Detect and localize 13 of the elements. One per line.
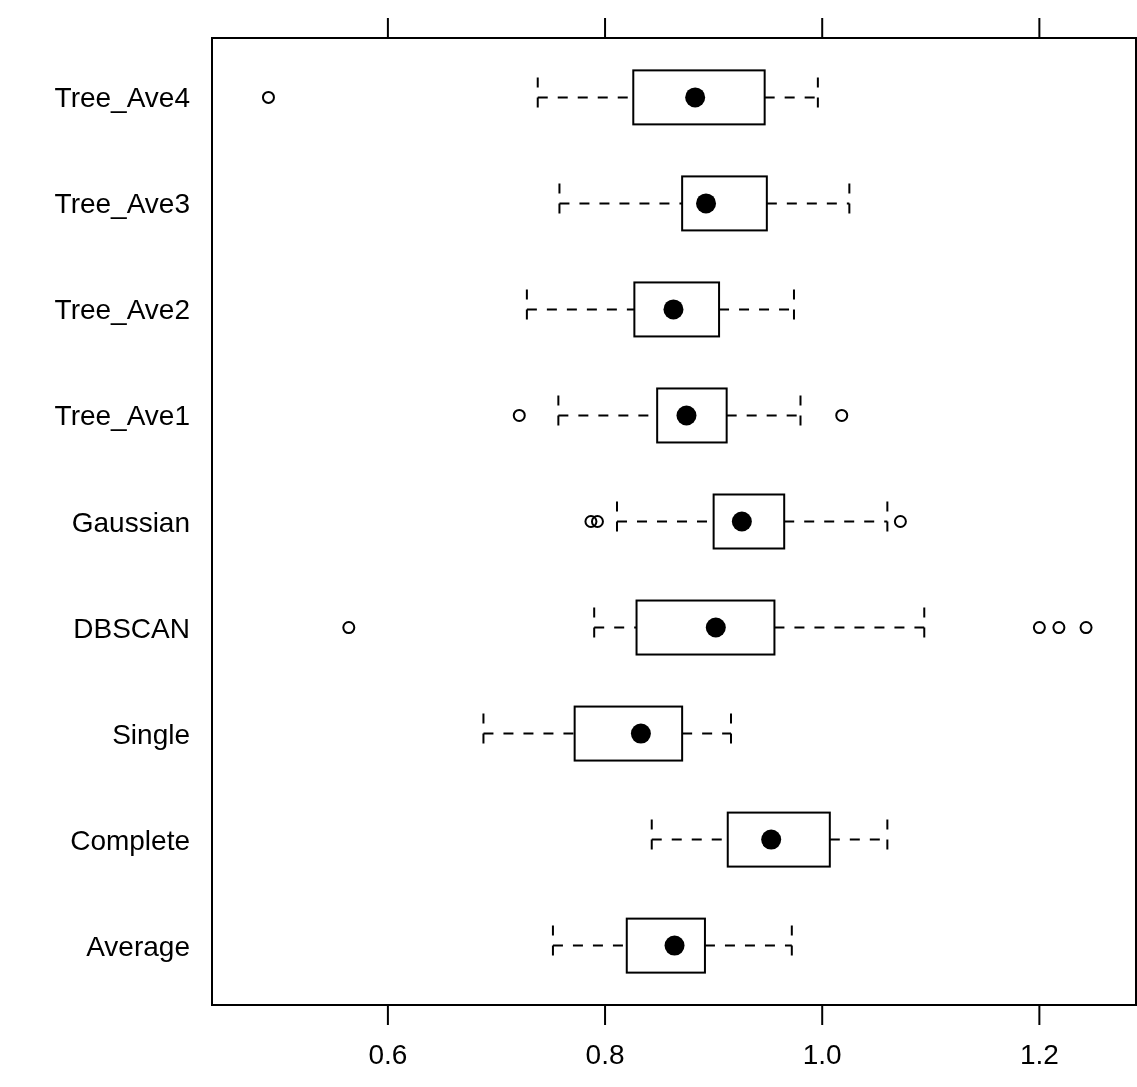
x-tick-label: 1.0 [802,1039,842,1070]
x-tick-label: 0.6 [368,1039,408,1070]
y-tick-label: Gaussian [71,506,190,538]
y-tick-label: Tree_Ave2 [54,294,190,326]
y-tick-label: Average [86,930,190,962]
y-tick-label: Tree_Ave1 [54,400,190,432]
y-tick-label: DBSCAN [73,612,190,644]
x-tick-label: 0.8 [585,1039,625,1070]
y-tick-label: Tree_Ave3 [54,188,190,220]
y-tick-label: Tree_Ave4 [54,82,190,114]
y-tick-label: Complete [70,824,190,856]
x-tick-label: 1.2 [1019,1039,1059,1070]
y-tick-label: Single [112,718,190,750]
